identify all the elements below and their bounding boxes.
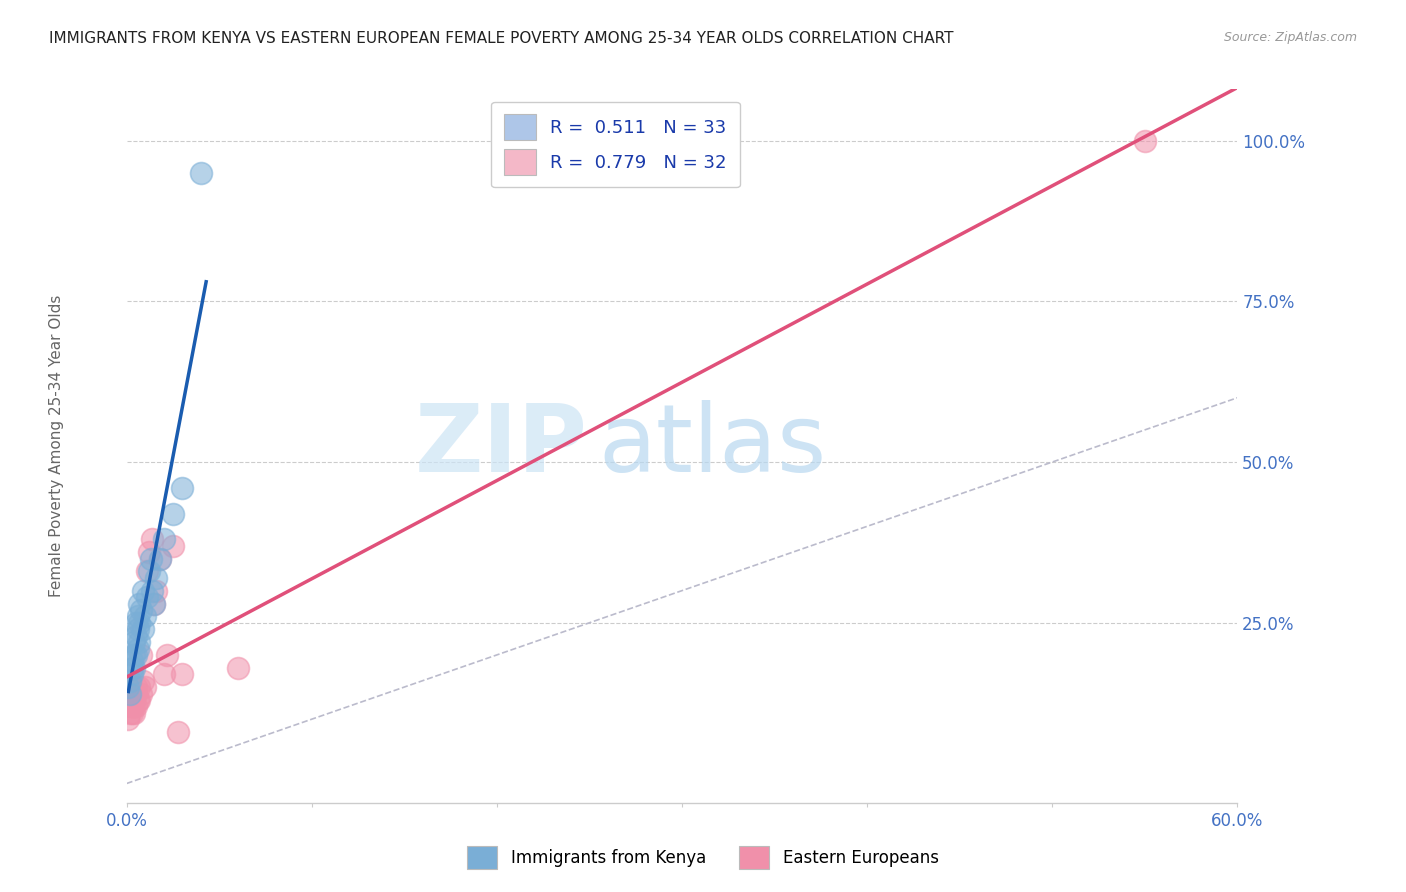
Point	[167, 725, 190, 739]
Point	[156, 648, 179, 662]
Point	[143, 597, 166, 611]
Point	[122, 699, 145, 714]
Point	[141, 583, 163, 598]
Point	[122, 706, 145, 720]
Point	[172, 481, 194, 495]
Point	[121, 706, 143, 720]
Point	[149, 551, 172, 566]
Point	[132, 622, 155, 636]
Point	[122, 661, 145, 675]
Point	[125, 686, 148, 700]
Point	[162, 539, 184, 553]
Point	[149, 551, 172, 566]
Point	[145, 583, 167, 598]
Point	[134, 680, 156, 694]
Text: Source: ZipAtlas.com: Source: ZipAtlas.com	[1223, 31, 1357, 45]
Point	[117, 712, 139, 726]
Point	[122, 686, 145, 700]
Point	[127, 609, 149, 624]
Point	[117, 680, 139, 694]
Point	[121, 667, 143, 681]
Point	[135, 590, 157, 604]
Point	[122, 648, 145, 662]
Point	[131, 686, 153, 700]
Point	[125, 680, 148, 694]
Point	[120, 699, 142, 714]
Point	[145, 571, 167, 585]
Point	[172, 667, 194, 681]
Text: IMMIGRANTS FROM KENYA VS EASTERN EUROPEAN FEMALE POVERTY AMONG 25-34 YEAR OLDS C: IMMIGRANTS FROM KENYA VS EASTERN EUROPEA…	[49, 31, 953, 46]
Point	[121, 699, 143, 714]
Point	[152, 533, 174, 547]
Point	[120, 673, 142, 688]
Point	[122, 635, 145, 649]
Text: ZIP: ZIP	[415, 400, 588, 492]
Point	[128, 597, 150, 611]
Point	[134, 609, 156, 624]
Point	[152, 667, 174, 681]
Point	[121, 693, 143, 707]
Point	[128, 693, 150, 707]
Point	[226, 661, 249, 675]
Point	[128, 680, 150, 694]
Point	[121, 654, 143, 668]
Point	[139, 551, 162, 566]
Point	[125, 615, 148, 630]
Point	[162, 507, 184, 521]
Point	[143, 597, 166, 611]
Point	[128, 615, 150, 630]
Point	[138, 545, 160, 559]
Point	[125, 629, 148, 643]
Legend: R =  0.511   N = 33, R =  0.779   N = 32: R = 0.511 N = 33, R = 0.779 N = 32	[491, 102, 740, 187]
Y-axis label: Female Poverty Among 25-34 Year Olds: Female Poverty Among 25-34 Year Olds	[49, 295, 65, 597]
Point	[120, 686, 142, 700]
Point	[127, 641, 149, 656]
Point	[1133, 134, 1156, 148]
Text: atlas: atlas	[599, 400, 827, 492]
Point	[120, 706, 142, 720]
Point	[131, 603, 153, 617]
Point	[121, 661, 143, 675]
Point	[128, 635, 150, 649]
Point	[141, 533, 163, 547]
Point	[135, 565, 157, 579]
Point	[132, 673, 155, 688]
Point	[131, 648, 153, 662]
Point	[138, 565, 160, 579]
Point	[127, 693, 149, 707]
Point	[132, 583, 155, 598]
Point	[125, 648, 148, 662]
Point	[190, 166, 212, 180]
Legend: Immigrants from Kenya, Eastern Europeans: Immigrants from Kenya, Eastern Europeans	[457, 836, 949, 880]
Point	[125, 699, 148, 714]
Point	[127, 622, 149, 636]
